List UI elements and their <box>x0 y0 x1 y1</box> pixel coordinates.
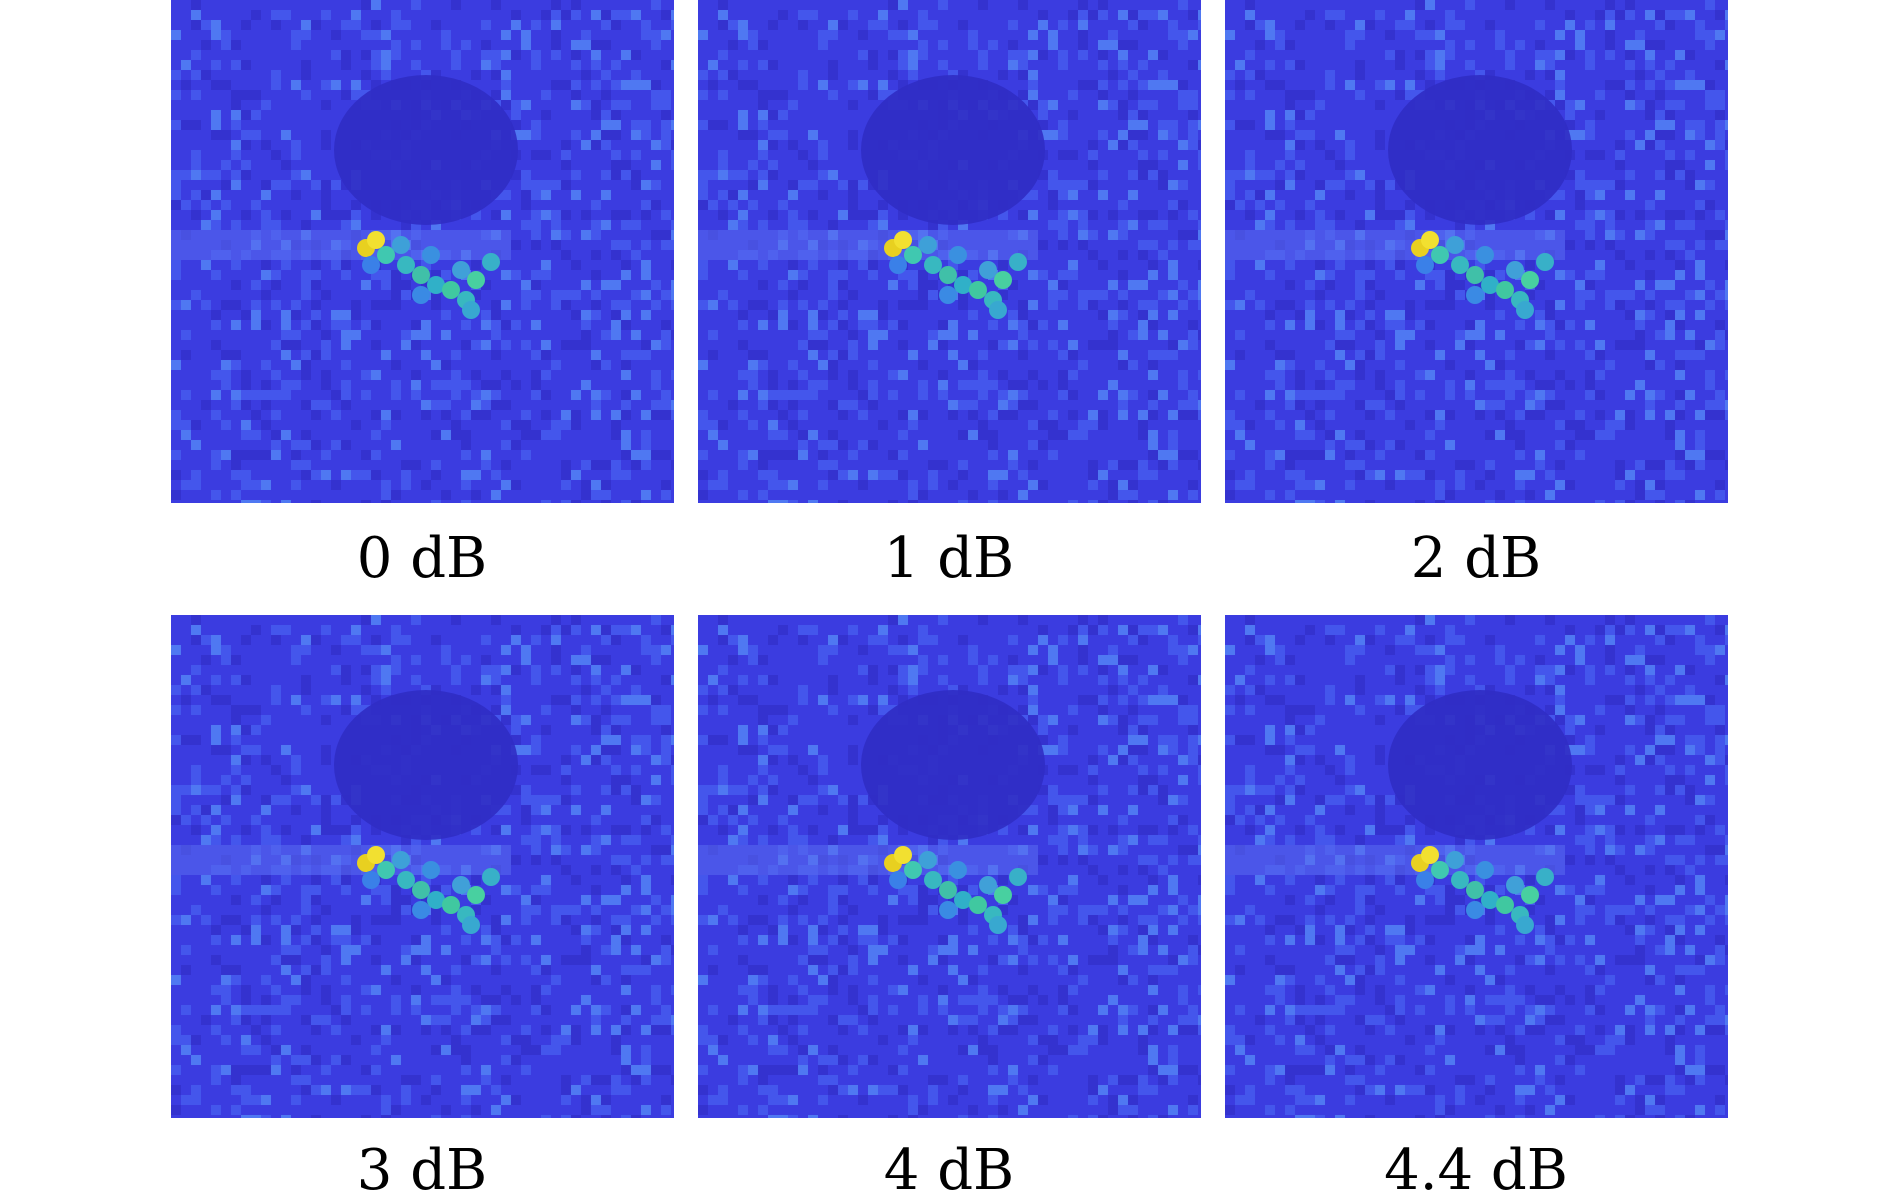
panel-caption: 1 dB <box>884 526 1014 591</box>
panel-caption: 4.4 dB <box>1384 1138 1568 1203</box>
panel-caption: 2 dB <box>1411 526 1541 591</box>
panel-image <box>171 615 681 1125</box>
panel-caption: 4 dB <box>884 1138 1014 1203</box>
panel-caption: 3 dB <box>357 1138 487 1203</box>
panel-image <box>1225 615 1735 1125</box>
panel-image <box>698 0 1208 510</box>
panel-image <box>698 615 1208 1125</box>
panel-image <box>171 0 681 510</box>
panel-image <box>1225 0 1735 510</box>
panel-caption: 0 dB <box>357 526 487 591</box>
